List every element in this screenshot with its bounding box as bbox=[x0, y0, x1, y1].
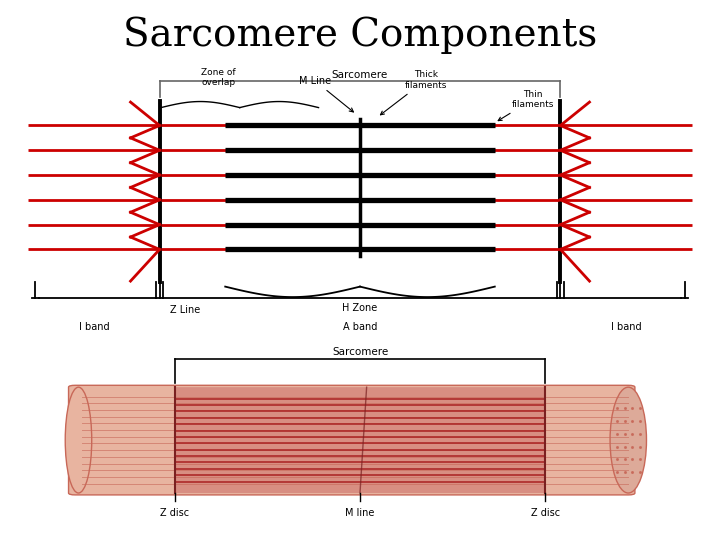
Text: Z Line: Z Line bbox=[170, 305, 200, 314]
Text: Sarcomere: Sarcomere bbox=[332, 347, 388, 357]
Text: A band: A band bbox=[343, 322, 377, 332]
Text: Z disc: Z disc bbox=[160, 508, 189, 518]
Ellipse shape bbox=[610, 387, 647, 493]
Text: I band: I band bbox=[78, 322, 109, 332]
FancyBboxPatch shape bbox=[68, 386, 635, 495]
Text: Sarcomere: Sarcomere bbox=[332, 70, 388, 80]
Text: Z disc: Z disc bbox=[531, 508, 560, 518]
Text: M line: M line bbox=[346, 508, 374, 518]
Text: Sarcomere Components: Sarcomere Components bbox=[123, 16, 597, 54]
Text: Thick
filaments: Thick filaments bbox=[380, 70, 447, 115]
Text: I band: I band bbox=[611, 322, 642, 332]
Text: M Line: M Line bbox=[299, 76, 354, 112]
Text: Thin
filaments: Thin filaments bbox=[498, 90, 554, 120]
Text: H Zone: H Zone bbox=[343, 303, 377, 313]
Ellipse shape bbox=[66, 387, 91, 493]
Text: Zone of
overlap: Zone of overlap bbox=[201, 68, 235, 87]
FancyBboxPatch shape bbox=[174, 387, 546, 493]
